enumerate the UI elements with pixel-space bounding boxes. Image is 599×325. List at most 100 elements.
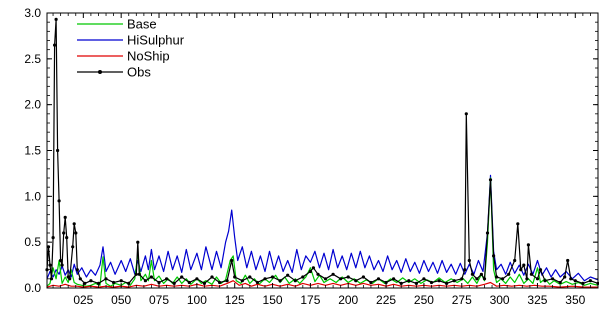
data-point bbox=[354, 279, 357, 282]
data-point bbox=[438, 279, 441, 282]
data-point bbox=[530, 273, 533, 276]
data-point bbox=[65, 236, 68, 239]
data-point bbox=[68, 277, 71, 280]
data-point bbox=[471, 273, 474, 276]
data-point bbox=[79, 277, 82, 280]
data-point bbox=[218, 281, 221, 284]
y-tick-label: 1.5 bbox=[24, 144, 41, 158]
data-point bbox=[135, 273, 138, 276]
data-point bbox=[58, 199, 61, 202]
data-point bbox=[62, 231, 65, 234]
data-point bbox=[392, 277, 395, 280]
data-point bbox=[347, 275, 350, 278]
data-point bbox=[173, 282, 176, 285]
data-point bbox=[226, 279, 229, 282]
y-tick-label: 2.5 bbox=[24, 52, 41, 66]
data-point bbox=[301, 275, 304, 278]
legend-label: Obs bbox=[127, 65, 151, 80]
data-point bbox=[233, 275, 236, 278]
y-tick-label: 1.0 bbox=[24, 189, 41, 203]
data-point bbox=[89, 279, 92, 282]
data-point bbox=[527, 243, 530, 246]
x-tick-label: 200 bbox=[338, 293, 358, 307]
data-point bbox=[104, 277, 107, 280]
data-point bbox=[316, 273, 319, 276]
data-point bbox=[120, 279, 123, 282]
data-point bbox=[188, 281, 191, 284]
data-point bbox=[581, 282, 584, 285]
legend-label: HiSulphur bbox=[127, 33, 185, 48]
data-point bbox=[430, 281, 433, 284]
data-point bbox=[61, 264, 64, 267]
data-point bbox=[55, 18, 58, 21]
data-point bbox=[332, 273, 335, 276]
data-point bbox=[195, 277, 198, 280]
data-point bbox=[507, 273, 510, 276]
data-point bbox=[279, 279, 282, 282]
data-point bbox=[312, 266, 315, 269]
x-tick-label: 025 bbox=[73, 293, 93, 307]
y-tick-label: 3.0 bbox=[24, 6, 41, 20]
data-point bbox=[97, 282, 100, 285]
data-point bbox=[489, 178, 492, 181]
data-point bbox=[165, 277, 168, 280]
data-point bbox=[407, 279, 410, 282]
data-point bbox=[50, 277, 53, 280]
y-tick-label: 0.0 bbox=[24, 281, 41, 295]
data-point bbox=[495, 275, 498, 278]
data-point bbox=[501, 277, 504, 280]
data-point bbox=[53, 44, 56, 47]
data-point bbox=[64, 216, 67, 219]
data-point bbox=[551, 277, 554, 280]
data-point bbox=[74, 231, 77, 234]
data-point bbox=[339, 277, 342, 280]
x-tick-label: 325 bbox=[527, 293, 547, 307]
data-point bbox=[516, 222, 519, 225]
data-point bbox=[256, 281, 259, 284]
data-point bbox=[566, 259, 569, 262]
data-point bbox=[203, 282, 206, 285]
data-point bbox=[150, 275, 153, 278]
data-point bbox=[286, 274, 289, 277]
data-point bbox=[210, 275, 213, 278]
data-point bbox=[263, 277, 266, 280]
data-point bbox=[127, 282, 130, 285]
x-tick-label: 150 bbox=[263, 293, 283, 307]
data-point bbox=[76, 268, 79, 271]
data-point bbox=[241, 279, 244, 282]
data-point bbox=[71, 245, 74, 248]
data-point bbox=[422, 277, 425, 280]
data-point bbox=[569, 277, 572, 280]
x-tick-label: 050 bbox=[111, 293, 131, 307]
legend-label: Base bbox=[127, 17, 157, 32]
x-tick-label: 100 bbox=[187, 293, 207, 307]
x-tick-label: 125 bbox=[225, 293, 245, 307]
data-point bbox=[486, 231, 489, 234]
data-point bbox=[362, 275, 365, 278]
data-point bbox=[73, 222, 76, 225]
data-point bbox=[453, 279, 456, 282]
data-point bbox=[377, 277, 380, 280]
data-point bbox=[522, 264, 525, 267]
data-point bbox=[563, 275, 566, 278]
data-point bbox=[369, 281, 372, 284]
data-point bbox=[52, 236, 55, 239]
data-point bbox=[324, 277, 327, 280]
data-point bbox=[480, 273, 483, 276]
data-point bbox=[294, 279, 297, 282]
data-point bbox=[492, 254, 495, 257]
data-point bbox=[56, 149, 59, 152]
x-tick-label: 350 bbox=[565, 293, 585, 307]
x-tick-label: 175 bbox=[300, 293, 320, 307]
data-point bbox=[271, 275, 274, 278]
data-point bbox=[180, 275, 183, 278]
data-point bbox=[536, 277, 539, 280]
data-point bbox=[465, 112, 468, 115]
data-point bbox=[415, 282, 418, 285]
data-point bbox=[475, 277, 478, 280]
data-point bbox=[468, 259, 471, 262]
data-point bbox=[230, 259, 233, 262]
data-point bbox=[445, 282, 448, 285]
data-point bbox=[460, 277, 463, 280]
